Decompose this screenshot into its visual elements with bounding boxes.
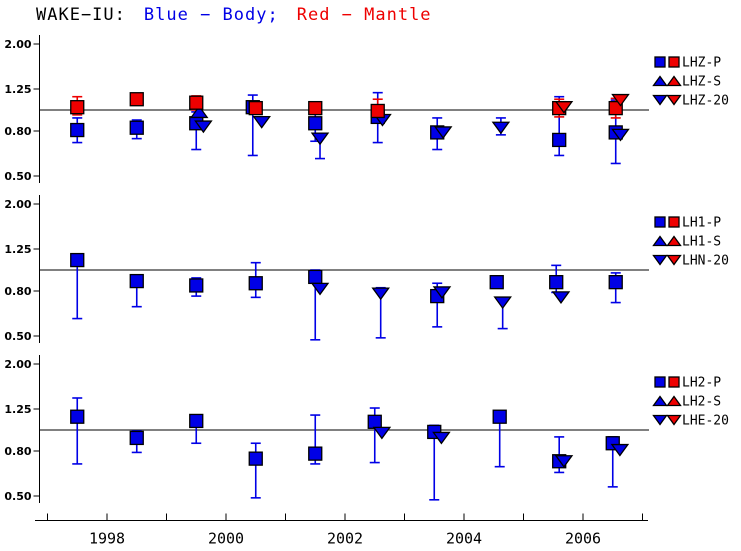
y-tick-label: 0.80 xyxy=(4,445,31,458)
plot-title: WAKE−IU: Blue − Body; Red − Mantle xyxy=(36,5,450,25)
legend-LH1-P-red-swatch xyxy=(668,216,680,228)
legend-LHZ-P-red-swatch xyxy=(668,56,680,68)
LHN-20-body-marker xyxy=(551,291,571,304)
LH2-P-body-marker xyxy=(70,409,85,424)
LHZ-P-mantle-marker xyxy=(308,100,323,116)
LHZ-P-mantle-marker xyxy=(608,100,623,116)
legend-label: LH1-P xyxy=(682,216,721,231)
y-tick-label: 0.50 xyxy=(4,330,31,343)
LH1-P-body-marker xyxy=(189,278,204,293)
y-tick-label: 1.25 xyxy=(4,83,31,96)
LHZ-P-mantle-marker xyxy=(248,100,263,116)
x-tick-label: 2004 xyxy=(446,530,482,548)
legend-label: LHZ-20 xyxy=(682,94,729,109)
LHN-20-body-marker xyxy=(432,286,452,300)
legend-LH2-P-blue-swatch xyxy=(654,376,666,388)
legend-label: LHZ-P xyxy=(682,56,721,71)
LH1-P-body-marker xyxy=(489,275,504,290)
LHE-20-body-marker xyxy=(372,426,392,440)
legend-LHN-20-blue-swatch xyxy=(652,254,668,266)
LHZ-20-body-marker xyxy=(433,126,453,140)
title-station: WAKE−IU: xyxy=(36,5,126,25)
LHZ-20-body-marker xyxy=(194,120,213,134)
legend-LH2-P-red-swatch xyxy=(668,376,680,388)
LHZ-P-body-marker xyxy=(552,132,567,148)
x-tick-label: 2002 xyxy=(327,530,363,548)
legend-LH1-S-blue-swatch xyxy=(652,235,668,247)
legend-label: LHE-20 xyxy=(682,414,729,429)
LHZ-P-mantle-marker xyxy=(70,100,85,115)
LHZ-20-body-marker xyxy=(611,128,630,142)
x-tick-label: 1998 xyxy=(89,530,125,548)
legend-LH1-S-red-swatch xyxy=(666,235,682,247)
LHZ-P-mantle-marker xyxy=(189,95,204,110)
LHE-20-body-marker xyxy=(610,443,630,457)
LH1-P-body-marker xyxy=(129,273,144,289)
LHZ-P-mantle-marker xyxy=(129,92,144,107)
title-body-legend: Blue − Body; xyxy=(143,5,279,25)
legend-LHZ-P-blue-swatch xyxy=(654,56,666,68)
LHZ-20-mantle-marker xyxy=(611,93,630,107)
LHZ-P-body-marker xyxy=(70,122,85,138)
LH2-P-body-marker xyxy=(189,413,204,429)
LHE-20-body-marker xyxy=(554,455,574,468)
LHZ-20-body-marker xyxy=(491,121,511,135)
legend-LHE-20-blue-swatch xyxy=(652,414,668,426)
legend-label: LH2-S xyxy=(682,395,721,410)
LH1-P-body-marker xyxy=(608,275,623,290)
legend-label: LHN-20 xyxy=(682,254,729,269)
y-tick-label: 1.25 xyxy=(4,403,31,416)
LHE-20-body-marker xyxy=(432,431,451,445)
LH2-P-body-marker xyxy=(129,430,144,446)
LH2-P-body-marker xyxy=(367,414,382,429)
legend-label: LH2-P xyxy=(682,376,721,391)
LHZ-P-mantle-marker xyxy=(370,103,385,119)
legend-LH1-P-blue-swatch xyxy=(654,216,666,228)
LHZ-P-body-marker xyxy=(129,120,144,135)
legend-LHZ-20-blue-swatch xyxy=(652,94,668,106)
legend-label: LH1-S xyxy=(682,235,721,250)
y-tick-label: 0.80 xyxy=(4,285,31,298)
LHN-20-body-marker xyxy=(371,287,390,301)
legend-LHZ-S-blue-swatch xyxy=(652,75,668,87)
LH1-P-body-marker xyxy=(308,269,323,285)
legend-LH2-S-red-swatch xyxy=(666,395,682,407)
legend-LHZ-20-red-swatch xyxy=(666,94,682,106)
LH1-P-body-marker xyxy=(248,276,263,291)
LHZ-20-body-marker xyxy=(252,116,271,129)
LHN-20-body-marker xyxy=(310,282,330,296)
y-tick-label: 1.25 xyxy=(4,243,31,256)
y-tick-label: 0.80 xyxy=(4,125,31,138)
legend-LHE-20-red-swatch xyxy=(666,414,682,426)
LH2-P-body-marker xyxy=(308,446,323,461)
y-tick-label: 2.00 xyxy=(4,358,31,371)
legend-label: LHZ-S xyxy=(682,75,721,90)
legend-LHZ-S-red-swatch xyxy=(666,75,682,87)
LHZ-20-mantle-marker xyxy=(554,101,574,114)
LH2-P-body-marker xyxy=(492,409,507,424)
LHZ-P-body-marker xyxy=(308,116,323,131)
LHZ-S-body-marker xyxy=(189,105,209,119)
LHZ-20-body-marker xyxy=(310,132,330,146)
y-tick-label: 2.00 xyxy=(4,38,31,51)
legend-LH2-S-blue-swatch xyxy=(652,395,668,407)
y-tick-label: 2.00 xyxy=(4,198,31,211)
legend-LHN-20-red-swatch xyxy=(666,254,682,266)
x-tick-label: 2000 xyxy=(208,530,244,548)
LH1-P-body-marker xyxy=(549,275,564,290)
x-tick-label: 2006 xyxy=(565,530,601,548)
LH2-P-body-marker xyxy=(248,451,263,466)
y-tick-label: 0.50 xyxy=(4,490,31,503)
LH1-P-body-marker xyxy=(70,252,85,268)
title-mantle-legend: Red − Mantle xyxy=(296,5,432,25)
y-tick-label: 0.50 xyxy=(4,170,31,183)
LHN-20-body-marker xyxy=(493,296,512,310)
